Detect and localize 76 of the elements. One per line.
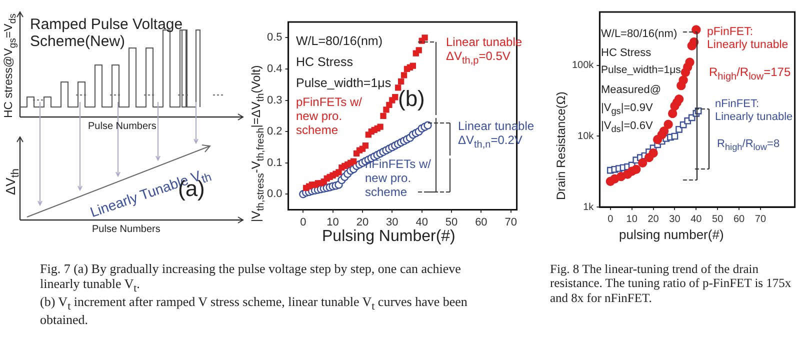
annotation: W/L=80/16(nm) (296, 34, 382, 48)
text: Fig. 7 (a) By gradually increasing the pulse voltage step by step, one can achieve linearly tunable V$_{t}$. (b) V$_{t}$ increment after ramped V stress scheme, linear tunable V$_{t}$ curves have been obtained. (40, 261, 468, 327)
y-tick-label: 0.3 (266, 94, 282, 106)
caption: Fig. 8 The linear-tuning trend of the drain resistance. The tuning ratio of p-FinFET is 175x and 8x for nFinFET. (550, 262, 792, 306)
x-tick-label: 60 (733, 214, 746, 225)
point (424, 121, 432, 130)
x-tick-label: 70 (754, 214, 766, 225)
y-tick-label: 0.5 (266, 32, 282, 44)
point (685, 58, 694, 67)
x-tick-label: 20 (648, 214, 660, 225)
point (638, 158, 648, 168)
x-axis-title: Pulsing Number(#) (322, 228, 456, 246)
text: Pulse Numbers (92, 224, 160, 236)
point (392, 94, 398, 100)
x-tick-label: 0 (300, 216, 306, 228)
annotation: HC Stress (601, 47, 652, 60)
x-tick-label: 70 (504, 216, 517, 228)
x-tick-label: 10 (326, 216, 339, 228)
x-tick-label: 40 (416, 216, 428, 228)
point (659, 126, 669, 136)
point (398, 78, 404, 85)
annotation: Pulse_width=1μs (296, 76, 392, 90)
point (422, 34, 428, 41)
annotation: R$_{high}$/R$_{low}$=8 (717, 138, 780, 153)
x-tick-label: 20 (356, 216, 369, 228)
series-label: pFinFETs w/ new pro. scheme (296, 95, 364, 138)
text: Pulse Numbers (88, 121, 156, 132)
annotation: Measured@ (601, 84, 662, 97)
x-tick-label: 30 (669, 214, 681, 225)
series-label: nFinFET: Linearly tunable (715, 98, 794, 124)
x-tick-label: 50 (712, 214, 724, 225)
y-tick-label: 0.2 (266, 126, 282, 138)
series-label: nFinFETs w/ new pro. scheme (365, 157, 432, 200)
x-tick-label: 60 (475, 216, 488, 228)
y-axis-title: Drain Resistance(Ω) (554, 92, 569, 200)
annotation: R$_{high}$/R$_{low}$=175 (709, 65, 791, 83)
point (678, 76, 688, 85)
point (350, 158, 357, 164)
point (674, 94, 684, 104)
x-axis-title: pulsing number(#) (619, 227, 724, 243)
x-tick-label: 0 (608, 214, 614, 225)
point (632, 164, 641, 174)
point (664, 120, 673, 130)
point (386, 102, 392, 108)
text: Ramped Pulse Voltage Scheme(New) (30, 16, 184, 50)
annotation: Pulse_width=1μs (601, 64, 681, 76)
point (416, 47, 422, 54)
y-tick-label: 0.0 (266, 188, 282, 200)
point (689, 37, 699, 47)
point (362, 142, 369, 149)
point (400, 72, 408, 78)
point (377, 124, 384, 130)
point (410, 62, 416, 69)
y-tick-label: 100k (572, 60, 595, 72)
point (336, 169, 342, 176)
annotation: |V$_{ds}$|=0.6V (601, 120, 653, 135)
point (671, 132, 678, 140)
x-tick-label: 40 (690, 214, 702, 225)
y-tick-label: 10k (578, 130, 595, 142)
annotation: |V$_{gs}$|=0.9V (601, 102, 653, 117)
point (648, 148, 658, 158)
x-tick-label: 10 (626, 214, 638, 225)
point (668, 108, 678, 118)
point (380, 112, 386, 119)
series-label: pFinFET: Linearly tunable (707, 26, 790, 52)
y-tick-label: 0.1 (266, 156, 282, 169)
y-tick-label: 1k (583, 202, 595, 213)
annotation: W/L=80/16(nm) (601, 28, 678, 41)
x-tick-label: 30 (386, 216, 398, 228)
point (692, 25, 701, 34)
point (383, 106, 390, 113)
annotation: HC Stress (296, 55, 353, 70)
x-tick-label: 50 (445, 216, 458, 228)
annotation: (b) (398, 86, 425, 112)
y-tick-label: 0.4 (266, 62, 282, 75)
point (395, 84, 402, 91)
